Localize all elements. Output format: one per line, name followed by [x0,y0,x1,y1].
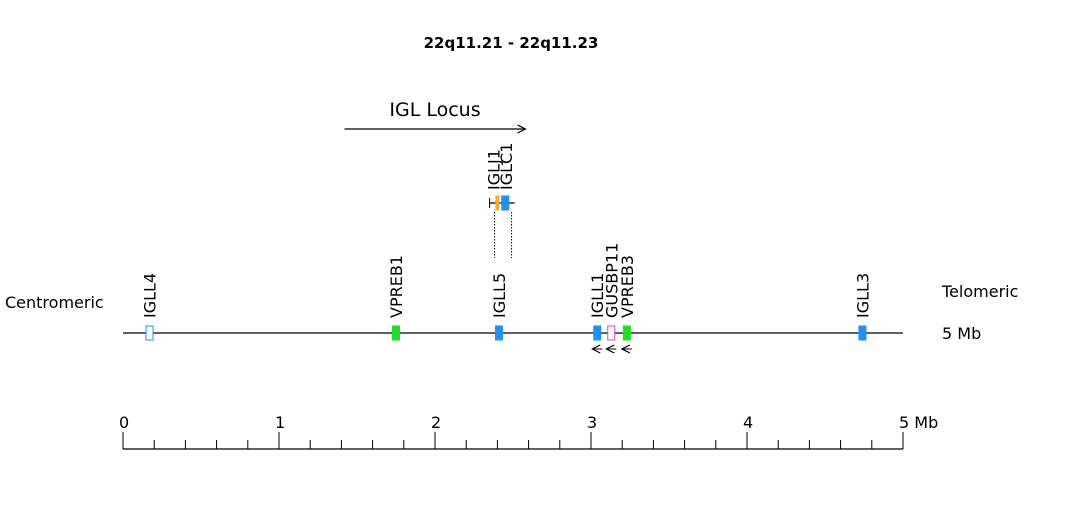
gene-label: IGLL4 [141,273,160,318]
gene-mark [495,195,500,211]
gene-label: IGLL1 [588,273,607,318]
scale-tick-label: 0 [119,413,129,432]
scale-tick-label: 2 [431,413,441,432]
gene-mark [858,325,867,341]
gene-mark [145,325,154,341]
gene-label: GUSBP11 [602,243,621,318]
gene-mark [622,325,631,341]
telomeric-label: Telomeric [941,282,1018,301]
track-label: 5 Mb [942,324,981,343]
gene-mark [392,325,400,341]
scale-tick-label: 3 [587,413,597,432]
gene-label: IGLL3 [853,273,872,318]
centromeric-label: Centromeric [5,293,104,312]
scale-tick-label: 4 [743,413,753,432]
gene-mark [501,195,510,211]
gene-label: IGLJ1 [484,149,503,190]
gene-label: VPREB1 [387,255,406,318]
scale-tick-label: 5 Mb [899,413,938,432]
gene-label: VPREB3 [618,255,637,318]
title: 22q11.21 - 22q11.23 [424,34,599,52]
gene-mark [593,325,602,341]
locus-label: IGL Locus [389,99,480,121]
gene-label: IGLL5 [490,273,509,318]
scale-tick-label: 1 [275,413,285,432]
gene-label: IGLC1 [497,143,516,190]
gene-mark [494,325,503,341]
gene-mark [607,325,616,341]
